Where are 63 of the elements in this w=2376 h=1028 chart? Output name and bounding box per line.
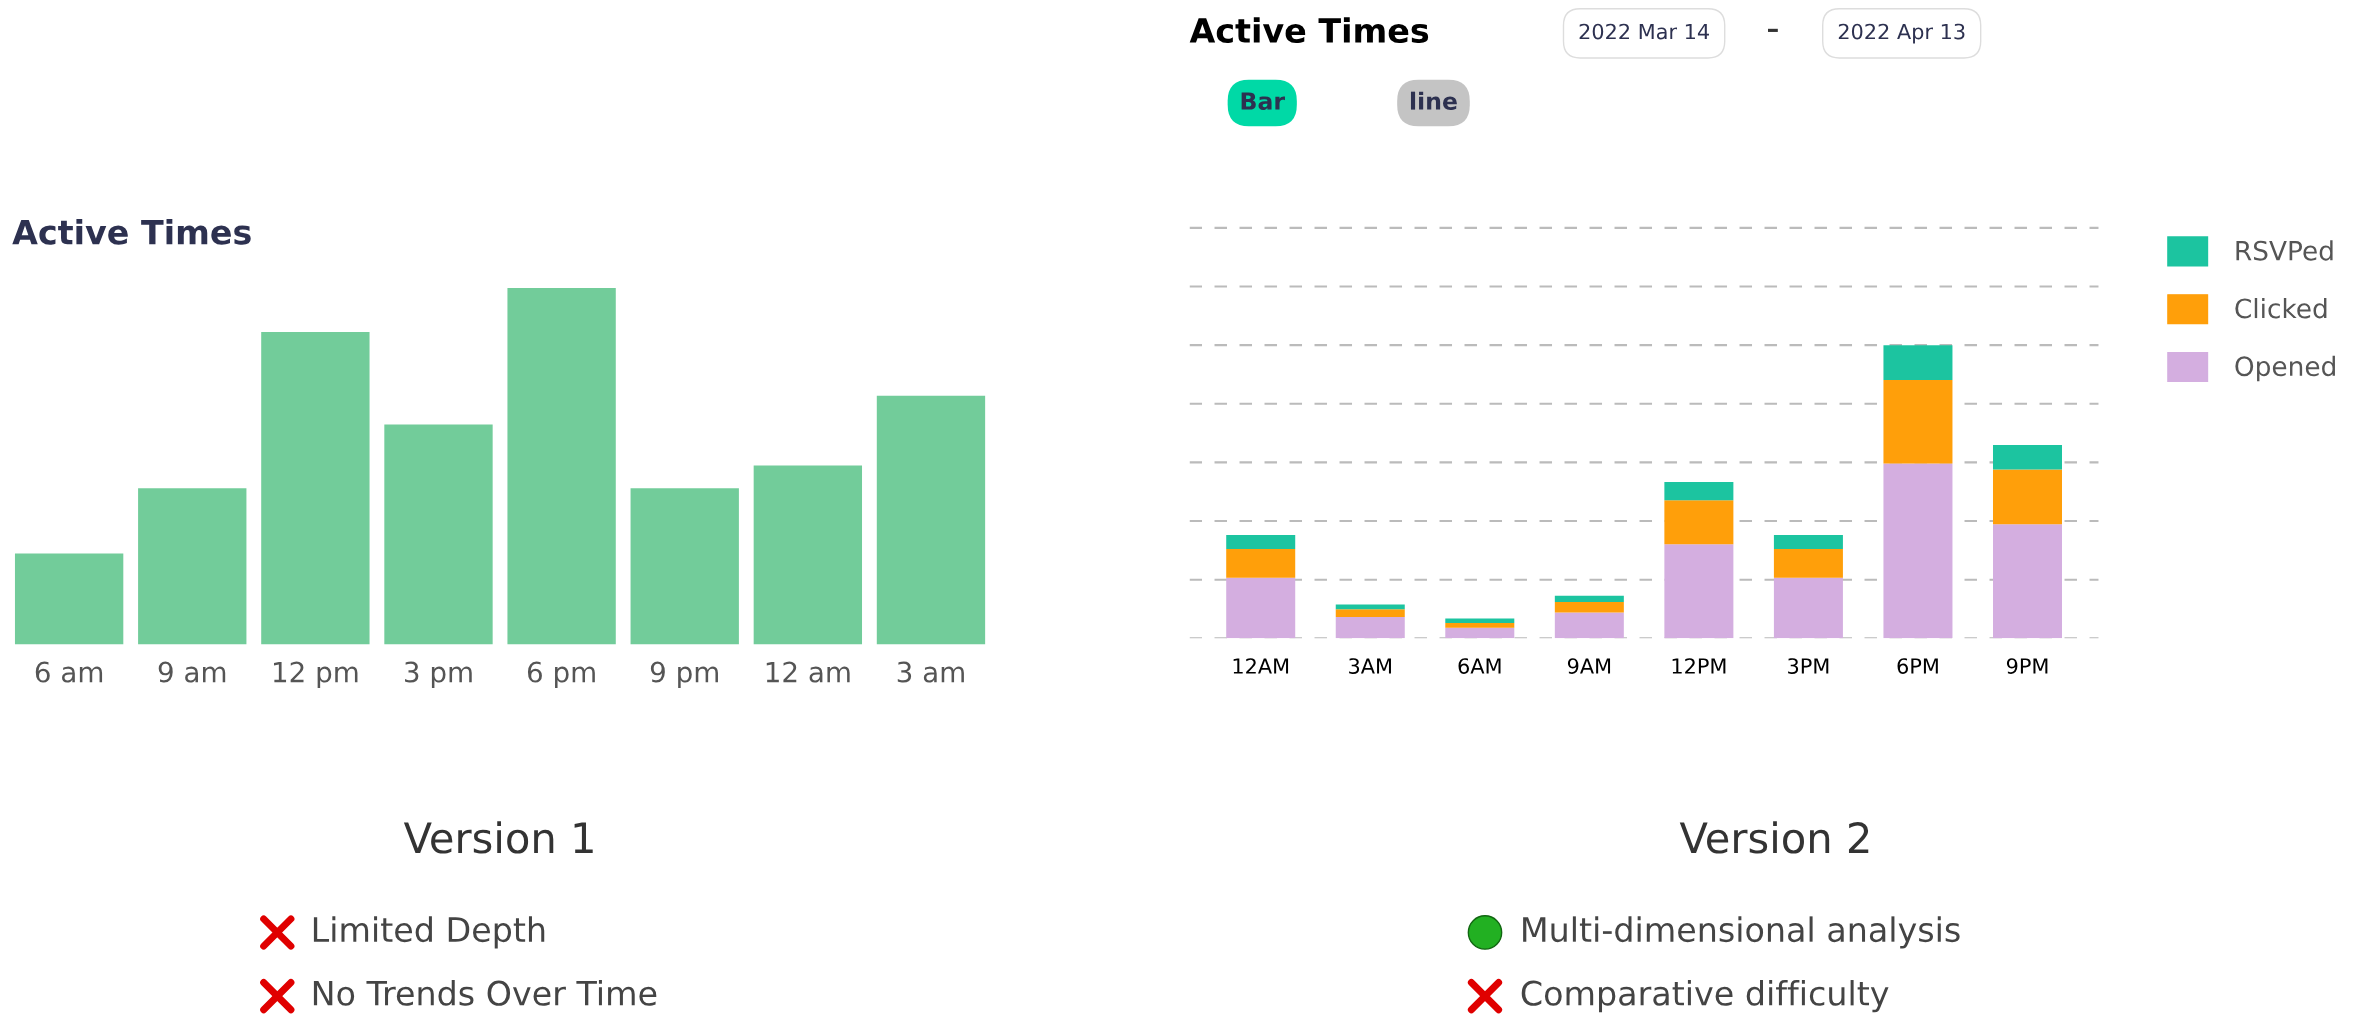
text: – xyxy=(1768,28,1778,32)
bar xyxy=(261,331,370,645)
bar xyxy=(876,395,986,645)
x-tick-label: 12 pm xyxy=(273,661,358,688)
x-tick-label: 6 pm xyxy=(527,661,595,688)
bar xyxy=(1773,577,1843,639)
x-tick-label: 12 am xyxy=(766,661,850,683)
x-tick-label: 9PM xyxy=(2006,658,2048,674)
bar xyxy=(1445,627,1515,639)
x-tick-label: 3AM xyxy=(1349,658,1391,674)
text: 2022 Mar 14 xyxy=(1579,23,1709,40)
text: Comparative difficulty xyxy=(1521,980,1889,1013)
bar xyxy=(1992,524,2062,639)
bar xyxy=(753,465,863,645)
x-tick-label: 3 pm xyxy=(405,661,472,688)
bar xyxy=(1554,612,1624,639)
text: line xyxy=(1410,91,1457,110)
bar xyxy=(1226,535,1296,549)
bar xyxy=(1554,595,1624,602)
x-tick-label: 6PM xyxy=(1897,658,1938,674)
legend-label: Clicked xyxy=(2235,298,2327,319)
text: Version 2 xyxy=(1679,821,1869,854)
bar xyxy=(1773,548,1843,578)
bar xyxy=(1664,482,1734,501)
text: No Trends Over Time xyxy=(313,980,657,1006)
text: Limited Depth xyxy=(313,916,545,949)
bar xyxy=(1883,380,1953,464)
x-tick-label: 12AM xyxy=(1233,658,1289,674)
bar xyxy=(1335,609,1405,617)
x-tick-label: 12PM xyxy=(1672,658,1726,674)
bar xyxy=(138,488,247,645)
bar xyxy=(507,288,616,645)
bar xyxy=(1445,623,1515,628)
bar xyxy=(630,488,739,645)
x-tick-label: 9 am xyxy=(158,661,226,683)
bar xyxy=(1664,544,1734,639)
text: Version 1 xyxy=(403,821,593,854)
bar xyxy=(384,424,493,645)
text: 2022 Apr 13 xyxy=(1838,23,1965,44)
bar xyxy=(1773,535,1843,549)
x-tick-label: 6 am xyxy=(35,661,103,683)
bar xyxy=(1664,500,1734,545)
chart-title: Active Times xyxy=(12,218,251,245)
bar xyxy=(1992,445,2062,470)
text: Bar xyxy=(1241,92,1285,110)
x-tick-label: 9 pm xyxy=(650,661,718,688)
x-tick-label: 3 am xyxy=(897,661,964,683)
bar xyxy=(1554,601,1624,613)
bar xyxy=(14,553,124,645)
chart-title: Active Times xyxy=(1189,17,1429,44)
legend-label: RSVPed xyxy=(2236,240,2333,261)
bar xyxy=(1992,469,2062,525)
text: Multi-dimensional analysis xyxy=(1523,916,1960,949)
bar xyxy=(1883,463,1953,639)
bar xyxy=(1883,345,1953,381)
legend-label: Opened xyxy=(2235,355,2335,382)
x-tick-label: 3PM xyxy=(1788,658,1829,674)
bar xyxy=(1335,616,1405,639)
bar xyxy=(1226,548,1296,578)
x-tick-label: 9AM xyxy=(1567,658,1611,674)
bar xyxy=(1445,618,1515,624)
bar xyxy=(1226,577,1296,639)
x-tick-label: 6AM xyxy=(1458,658,1501,674)
